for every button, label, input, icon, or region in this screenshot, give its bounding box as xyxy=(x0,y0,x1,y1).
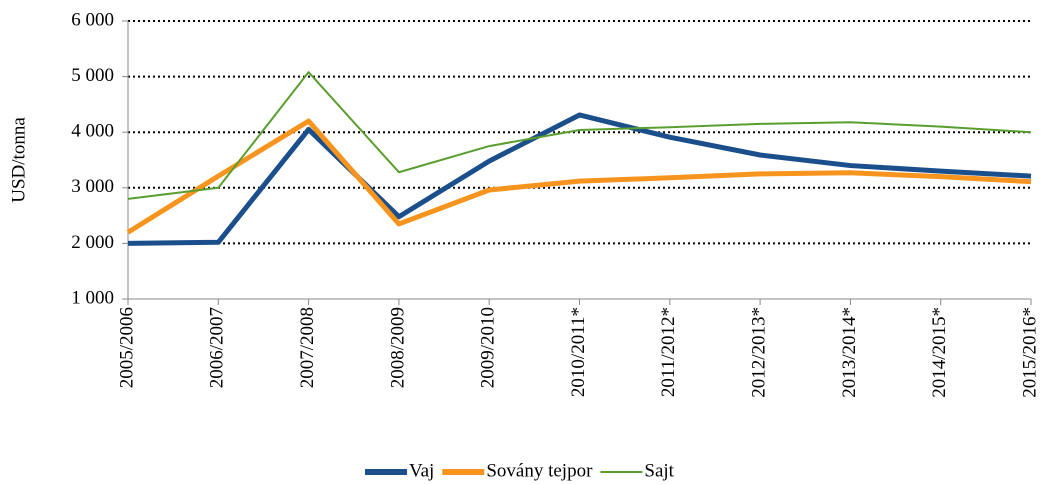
x-tick-label: 2005/2006 xyxy=(116,307,137,388)
x-tick-label: 2010/2011* xyxy=(568,307,589,397)
legend-label: Sajt xyxy=(644,460,674,481)
series-line xyxy=(127,112,1032,246)
x-tick-label: 2011/2012* xyxy=(658,307,679,397)
x-tick-label: 2013/2014* xyxy=(839,307,860,398)
x-tick-label: 2008/2009 xyxy=(387,307,408,388)
x-tick-label: 2015/2016* xyxy=(1019,307,1040,398)
x-tick-label: 2014/2015* xyxy=(929,307,950,398)
y-axis-label: USD/tonna xyxy=(8,117,29,203)
series-line xyxy=(127,71,1032,200)
x-tick-label: 2007/2008 xyxy=(297,307,318,388)
legend-label: Vaj xyxy=(409,460,434,481)
y-tick-label: 6 000 xyxy=(71,9,114,30)
x-tick-label: 2009/2010 xyxy=(478,307,499,388)
x-tick-label: 2012/2013* xyxy=(748,307,769,398)
legend-label: Sovány tejpor xyxy=(486,460,593,481)
y-tick-label: 3 000 xyxy=(71,176,114,197)
y-tick-label: 2 000 xyxy=(71,232,114,253)
y-tick-label: 4 000 xyxy=(71,121,114,142)
y-tick-label: 5 000 xyxy=(71,65,114,86)
x-tick-label: 2006/2007 xyxy=(207,307,228,388)
series-line xyxy=(126,118,1032,235)
y-tick-label: 1 000 xyxy=(71,287,114,308)
